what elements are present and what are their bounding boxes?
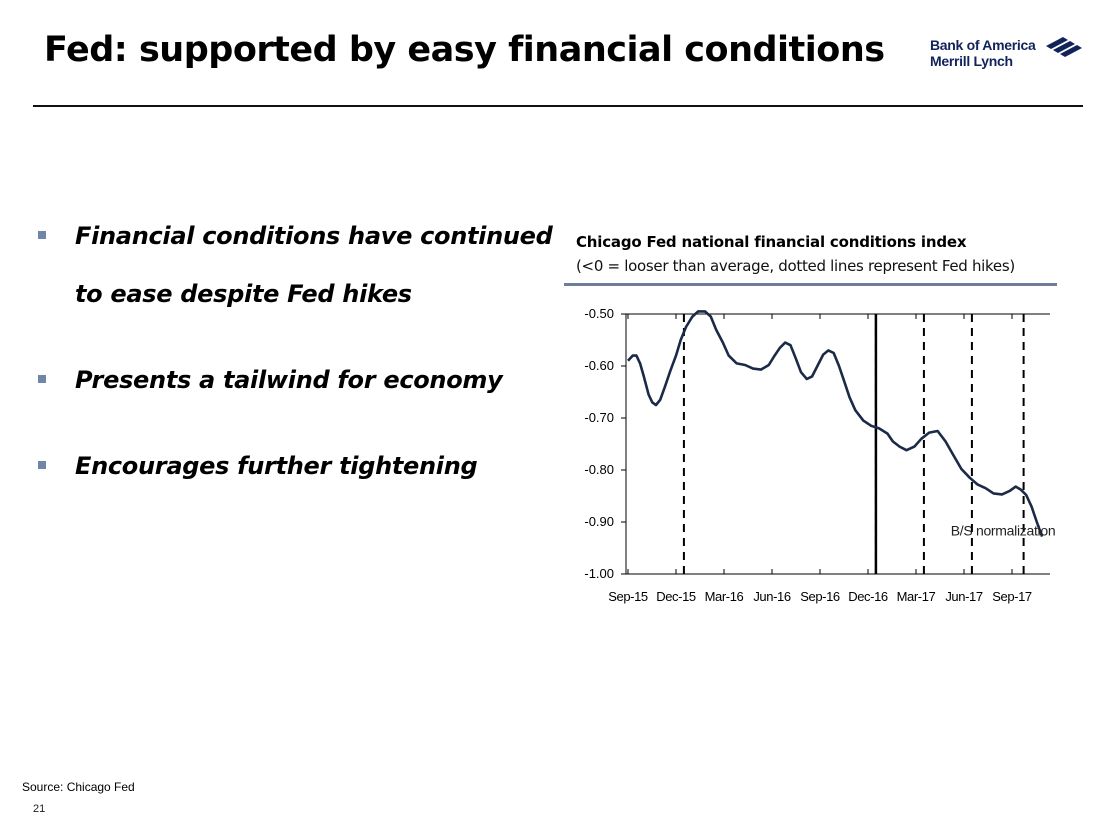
x-tick-label: Dec-16 — [848, 589, 888, 604]
bullet-square-icon — [38, 231, 46, 239]
bullet-list: Financial conditions have continued to e… — [38, 218, 558, 512]
chart-title-divider — [564, 283, 1057, 286]
logo-line1: Bank of America — [930, 37, 1036, 53]
bullet-text: Encourages further tightening — [75, 452, 478, 480]
chart-subtitle: (<0 = looser than average, dotted lines … — [576, 257, 1015, 275]
x-tick-label: Mar-16 — [705, 589, 744, 604]
y-tick-label: -0.80 — [584, 462, 614, 477]
x-tick-label: Jun-17 — [945, 589, 983, 604]
x-tick-label: Mar-17 — [897, 589, 936, 604]
x-tick-label: Sep-16 — [800, 589, 840, 604]
bullet-item: Encourages further tightening — [38, 448, 558, 484]
slide-title: Fed: supported by easy financial conditi… — [44, 30, 885, 70]
bullet-square-icon — [38, 375, 46, 383]
bullet-square-icon — [38, 461, 46, 469]
y-tick-label: -0.70 — [584, 410, 614, 425]
x-tick-label: Sep-15 — [608, 589, 648, 604]
bs-normalization-label: B/S normalization — [951, 523, 1056, 539]
bullet-item: Presents a tailwind for economy — [38, 362, 558, 398]
x-tick-label: Sep-17 — [992, 589, 1032, 604]
x-tick-label: Dec-15 — [656, 589, 696, 604]
bank-logo: Bank of America Merrill Lynch — [930, 37, 1090, 77]
logo-wordmark: Bank of America Merrill Lynch — [930, 37, 1036, 69]
bullet-text: Financial conditions have continued — [75, 222, 553, 250]
chart-title: Chicago Fed national financial condition… — [576, 233, 967, 251]
bullet-text: Presents a tailwind for economy — [75, 366, 503, 394]
y-tick-label: -1.00 — [584, 566, 614, 581]
flag-icon — [1046, 37, 1082, 57]
y-tick-label: -0.60 — [584, 358, 614, 373]
y-tick-label: -0.90 — [584, 514, 614, 529]
title-divider — [33, 105, 1083, 107]
series-line — [627, 310, 1044, 538]
bullet-item: Financial conditions have continued to e… — [38, 218, 558, 312]
y-tick-label: -0.50 — [584, 306, 614, 321]
page-number: 21 — [33, 803, 46, 815]
logo-line2: Merrill Lynch — [930, 53, 1013, 69]
source-note: Source: Chicago Fed — [22, 780, 135, 794]
financial-conditions-chart: -0.50 -0.60 -0.70 -0.80 -0.90 -1.00 Sep-15 Dec-… — [584, 306, 1056, 604]
bullet-text-continued: to ease despite Fed hikes — [75, 280, 412, 308]
x-tick-label: Jun-16 — [753, 589, 791, 604]
